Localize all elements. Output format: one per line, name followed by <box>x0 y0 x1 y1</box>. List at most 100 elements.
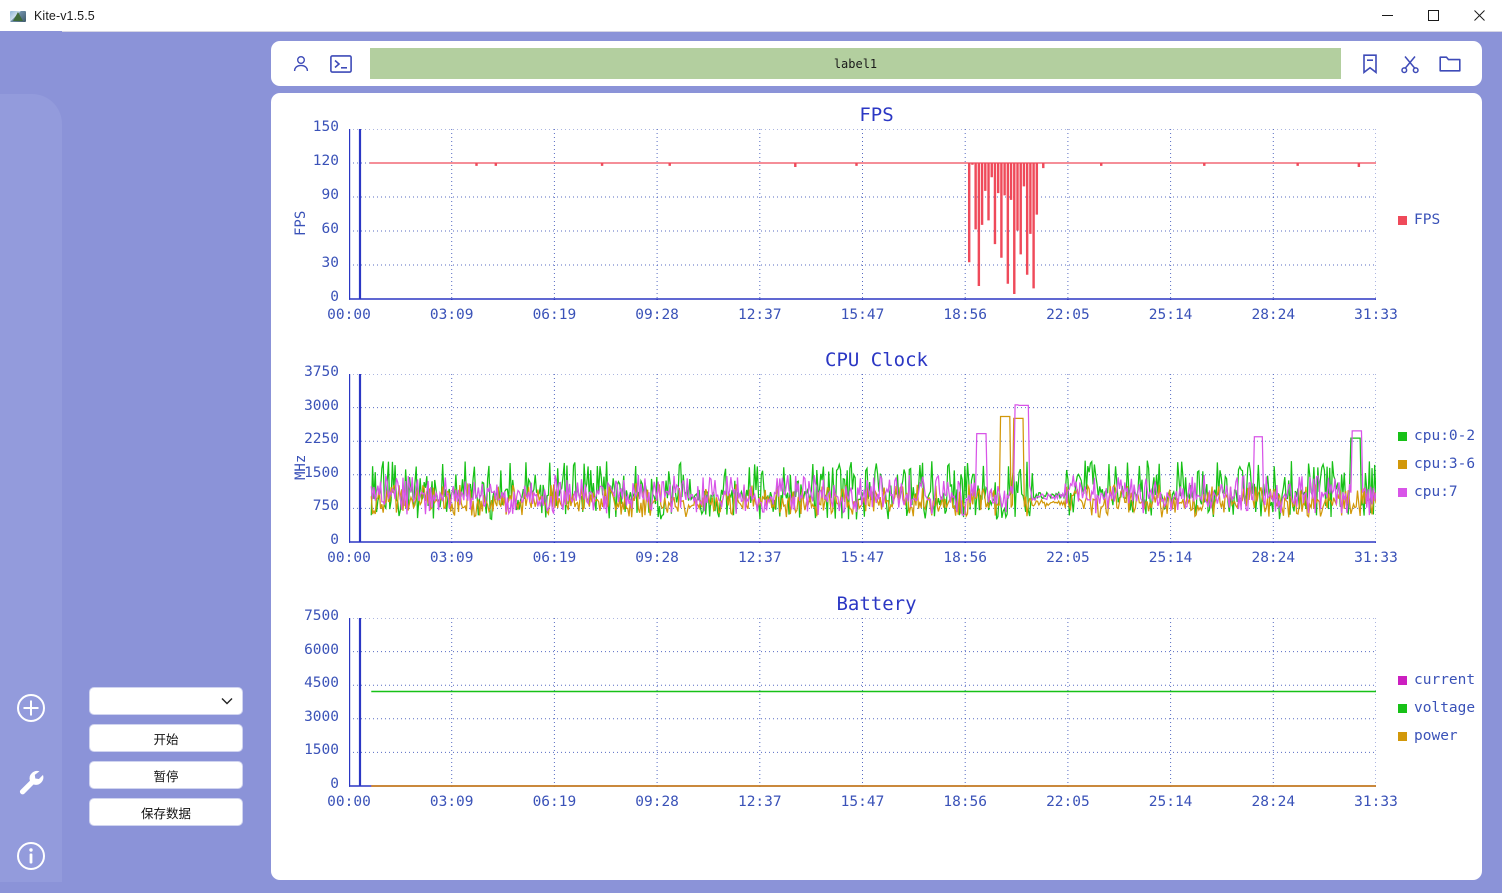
x-tick-label: 09:28 <box>635 550 679 566</box>
y-tick-label: 90 <box>321 187 339 203</box>
x-tick-label: 00:00 <box>327 550 371 566</box>
x-tick-label: 22:05 <box>1046 307 1090 323</box>
window-title: Kite-v1.5.5 <box>34 8 95 23</box>
x-tick-label: 18:56 <box>943 307 988 323</box>
person-icon[interactable] <box>281 41 321 86</box>
x-tick-label: 28:24 <box>1251 307 1296 323</box>
start-button[interactable]: 开始 <box>90 725 242 751</box>
left-rail-panel <box>0 94 62 890</box>
wrench-icon[interactable] <box>0 745 62 819</box>
folder-open-icon[interactable] <box>1430 41 1470 86</box>
legend-swatch <box>1398 731 1407 741</box>
title-bar: Kite-v1.5.5 <box>0 0 1502 32</box>
chart-card: FPS FPS 0 30 60 90 120 150 00:00 03:09 06:19 09:28… <box>271 93 1482 880</box>
terminal-icon[interactable] <box>321 41 361 86</box>
scissors-icon[interactable] <box>1390 41 1430 86</box>
legend-item[interactable]: voltage <box>1398 694 1475 722</box>
rail-icon-list <box>0 671 62 893</box>
chart-legend: current voltage power <box>1398 666 1475 750</box>
chart-legend: FPS <box>1398 206 1440 234</box>
x-tick-label: 12:37 <box>737 307 782 323</box>
y-tick-label: 0 <box>330 289 339 305</box>
x-tick-label: 15:47 <box>840 307 885 323</box>
toolbar: label1 <box>271 41 1482 86</box>
legend-swatch <box>1398 431 1407 441</box>
legend-item[interactable]: FPS <box>1398 206 1440 234</box>
y-tick-label: 3750 <box>304 364 339 380</box>
x-tick-label: 28:24 <box>1251 550 1296 566</box>
x-tick-label: 00:00 <box>327 794 371 810</box>
kite-app-icon <box>10 8 26 24</box>
add-circle-icon[interactable] <box>0 671 62 745</box>
legend-label: current <box>1414 672 1476 688</box>
chart-panel-fps: FPS FPS 0 30 60 90 120 150 00:00 03:09 06:19 09:28… <box>271 93 1482 338</box>
x-tick-label: 03:09 <box>429 550 474 566</box>
legend-item[interactable]: power <box>1398 722 1475 750</box>
y-tick-label: 750 <box>312 498 339 515</box>
x-tick-label: 22:05 <box>1046 794 1090 810</box>
y-tick-label: 6000 <box>304 641 339 658</box>
window-controls <box>1364 0 1502 31</box>
x-tick-label: 18:56 <box>943 794 988 810</box>
x-tick-label: 22:05 <box>1046 550 1090 566</box>
x-tick-label: 25:14 <box>1148 550 1193 566</box>
control-panel: 开始 暂停 保存数据 <box>90 688 242 836</box>
x-tick-label: 03:09 <box>429 794 474 810</box>
plot-area[interactable] <box>349 129 1376 300</box>
minimize-button[interactable] <box>1364 0 1410 31</box>
chart-title-fps: FPS <box>859 104 894 126</box>
bottom-bar <box>0 882 1502 890</box>
chart-legend: cpu:0-2 cpu:3-6 cpu:7 <box>1398 422 1475 506</box>
close-button[interactable] <box>1456 0 1502 31</box>
x-tick-label: 15:47 <box>840 794 885 810</box>
y-tick-label: 0 <box>330 532 339 548</box>
info-circle-icon[interactable] <box>0 819 62 893</box>
x-tick-label: 25:14 <box>1148 794 1193 810</box>
legend-label: voltage <box>1414 700 1476 716</box>
y-tick-label: 1500 <box>304 464 339 481</box>
legend-item[interactable]: cpu:3-6 <box>1398 450 1475 478</box>
x-tick-label: 18:56 <box>943 550 988 566</box>
legend-label: cpu:3-6 <box>1414 456 1476 472</box>
legend-item[interactable]: cpu:7 <box>1398 478 1475 506</box>
legend-label: cpu:0-2 <box>1414 428 1476 444</box>
chart-title-battery: Battery <box>836 593 917 615</box>
save-data-button[interactable]: 保存数据 <box>90 799 242 825</box>
legend-swatch <box>1398 487 1407 497</box>
pause-button[interactable]: 暂停 <box>90 762 242 788</box>
legend-label: FPS <box>1414 212 1441 228</box>
bookmark-icon[interactable] <box>1350 41 1390 86</box>
label-field[interactable]: label1 <box>370 48 1341 79</box>
y-tick-label: 1500 <box>304 742 339 759</box>
x-tick-label: 06:19 <box>532 794 577 810</box>
chart-title-cpu: CPU Clock <box>825 349 928 371</box>
x-tick-label: 25:14 <box>1148 307 1193 323</box>
maximize-button[interactable] <box>1410 0 1456 31</box>
x-tick-label: 06:19 <box>532 307 577 323</box>
legend-swatch <box>1398 215 1407 225</box>
y-tick-label: 0 <box>330 776 339 792</box>
x-tick-label: 31:33 <box>1354 550 1398 566</box>
chart-panel-cpu: CPU Clock MHz 0 750 1500 2250 3000 3750 00:00 03… <box>271 338 1482 582</box>
plot-area[interactable] <box>349 618 1376 787</box>
y-tick-label: 2250 <box>304 431 339 448</box>
legend-item[interactable]: current <box>1398 666 1475 694</box>
x-tick-label: 28:24 <box>1251 794 1296 810</box>
x-tick-label: 03:09 <box>429 307 474 323</box>
x-tick-label: 31:33 <box>1354 794 1398 810</box>
chevron-down-icon <box>221 694 233 708</box>
device-select[interactable] <box>90 688 242 714</box>
legend-swatch <box>1398 703 1407 713</box>
chart-panel-battery: Battery 0 1500 3000 4500 6000 7500 00:00 03:09 0… <box>271 582 1482 826</box>
plot-area[interactable] <box>349 374 1376 543</box>
y-tick-label: 30 <box>321 255 339 271</box>
y-tick-label: 4500 <box>304 675 339 692</box>
y-tick-label: 60 <box>321 221 339 237</box>
legend-item[interactable]: cpu:0-2 <box>1398 422 1475 450</box>
y-tick-label: 3000 <box>304 708 339 725</box>
y-tick-label: 120 <box>312 153 339 169</box>
x-tick-label: 09:28 <box>635 307 679 323</box>
left-rail <box>0 31 62 890</box>
legend-swatch <box>1398 459 1407 469</box>
